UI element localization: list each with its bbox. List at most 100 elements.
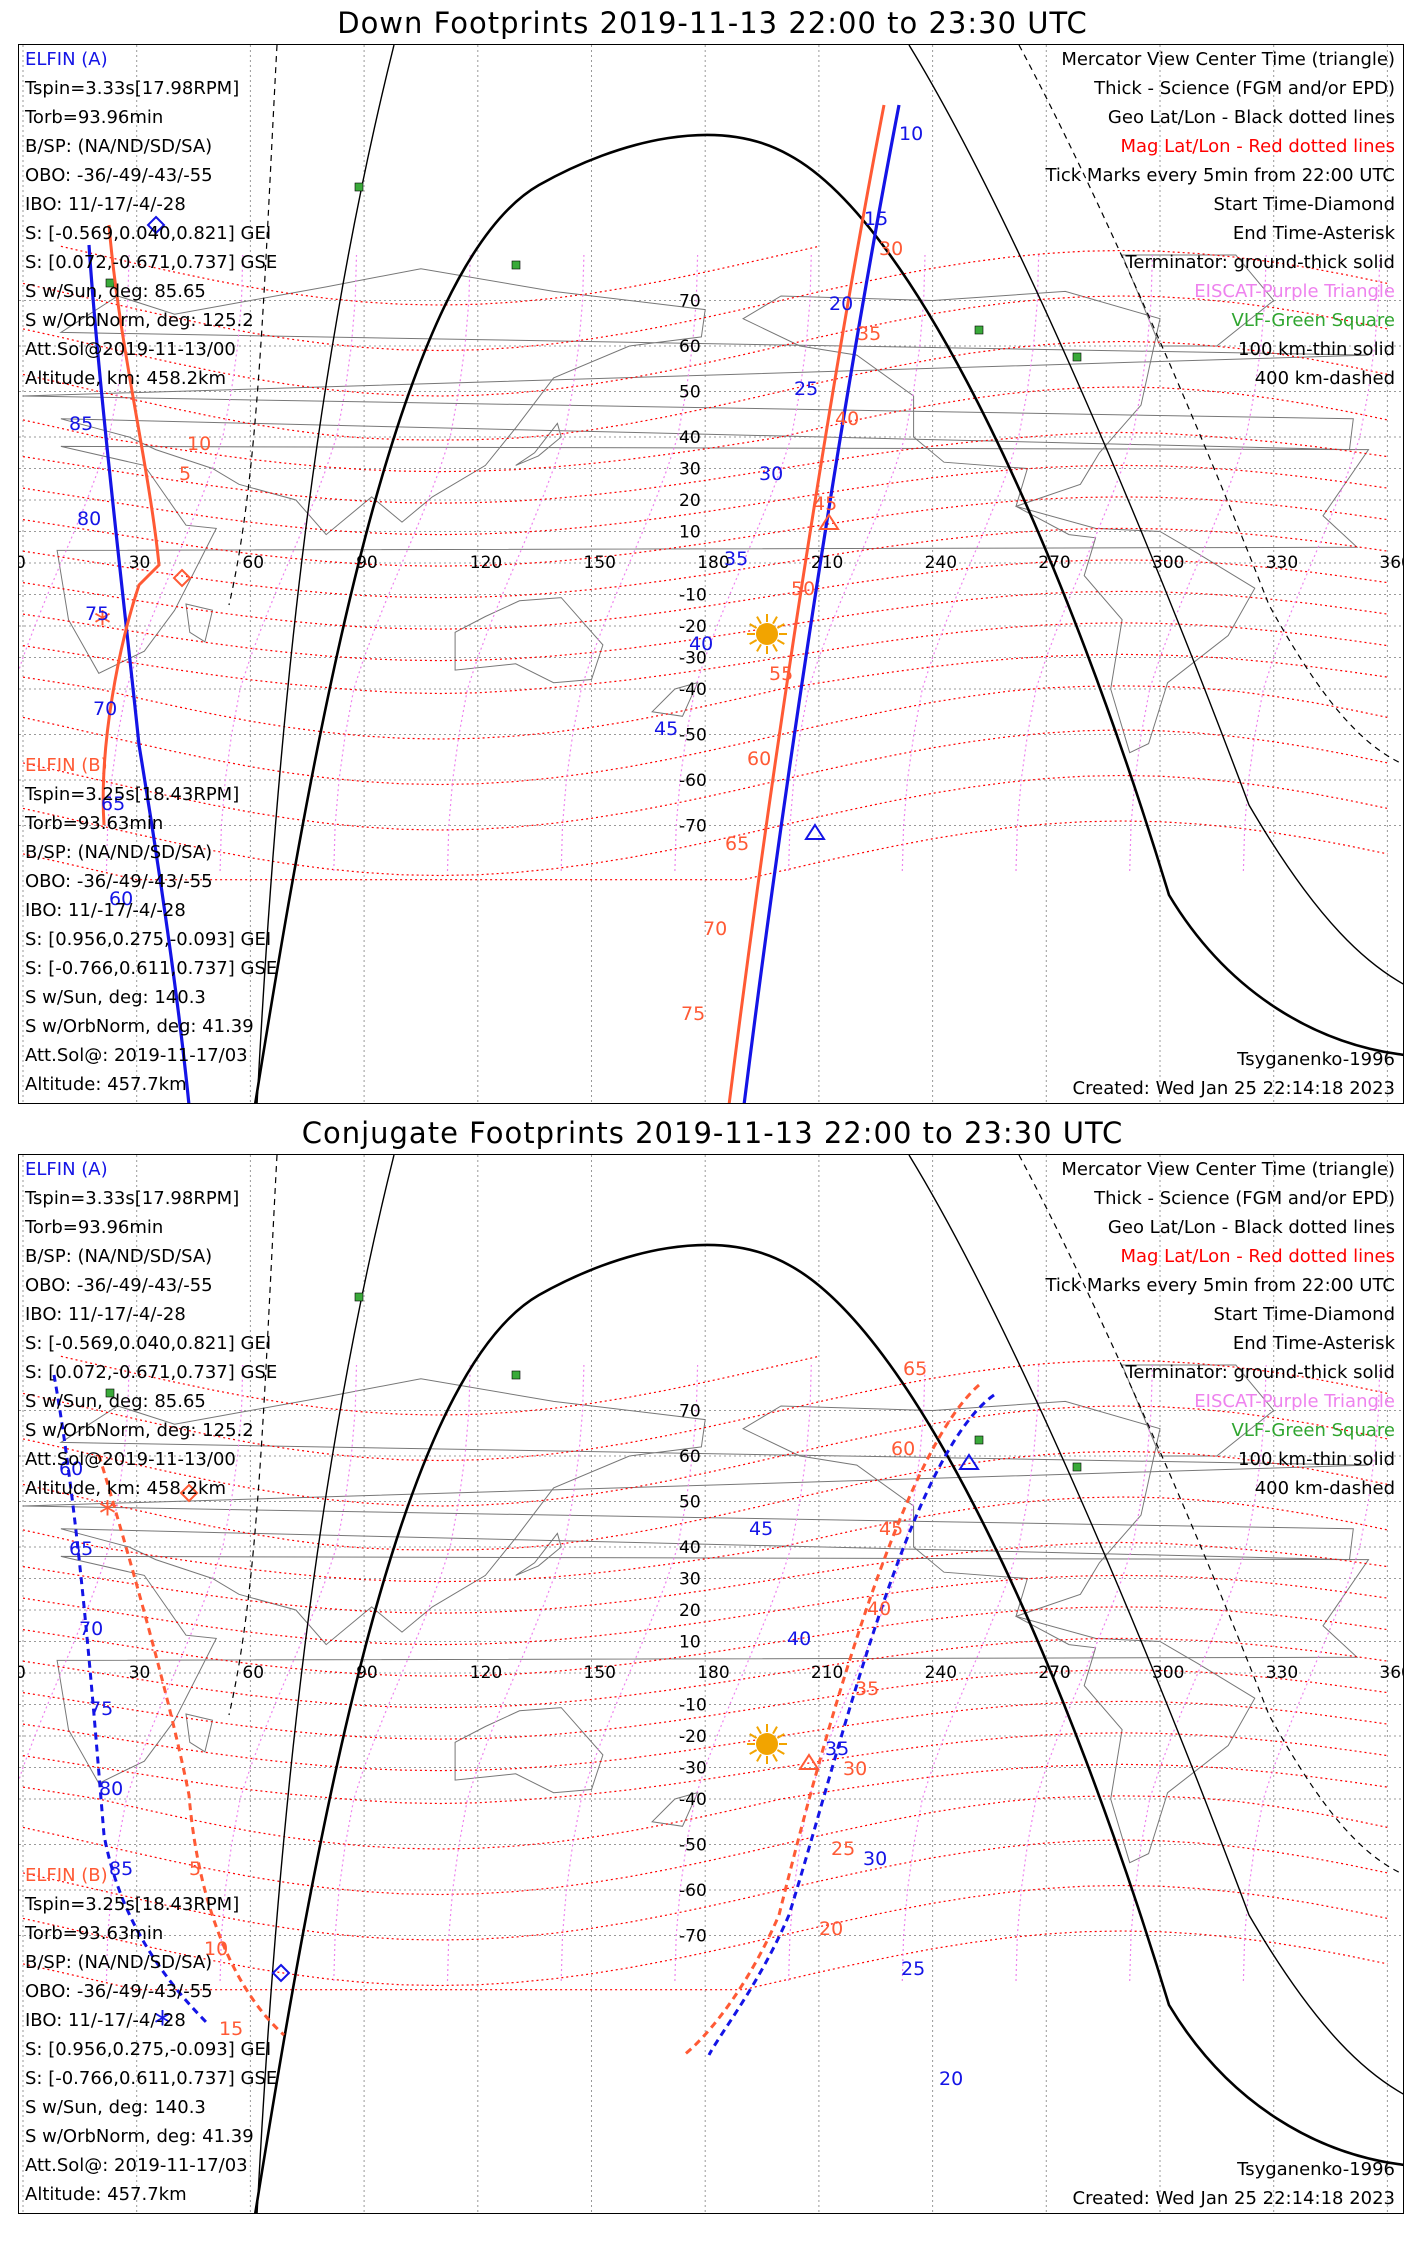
sun-icon (747, 614, 787, 654)
terminator-ground (254, 133, 1403, 1103)
mag-meridian (788, 1364, 926, 1982)
sat-b-line: S: [-0.766,0.611,0.737] GSE (25, 958, 278, 979)
mag-grid (19, 245, 1388, 881)
legend-item: 100 km-thin solid (1238, 1449, 1395, 1470)
sun-disk (756, 623, 778, 645)
mag-parallel (22, 685, 1388, 786)
coastline (454, 597, 604, 684)
track-b-tick-label: 65 (903, 1358, 927, 1380)
coastline (56, 445, 1370, 674)
coastline (22, 1378, 1369, 1646)
legend-item: Tick Marks every 5min from 22:00 UTC (1045, 1275, 1395, 1296)
sat-b-line: Att.Sol@: 2019-11-17/03 (25, 2155, 248, 2176)
track-a-tick-label: 65 (69, 1538, 93, 1560)
track-a-tick-label: 40 (787, 1628, 811, 1650)
sat-a-line: Torb=93.96min (25, 107, 164, 128)
mag-meridian (219, 1364, 358, 1982)
track-a-tick-label: 60 (109, 888, 133, 910)
lat-tick-label: -20 (679, 1727, 707, 1747)
mag-parallel (22, 774, 1388, 877)
vlf-station-square (105, 1388, 115, 1398)
legend-item: 400 km-dashed (1254, 1478, 1395, 1499)
start-time-diamond (179, 1483, 199, 1503)
mag-parallel (22, 590, 1388, 662)
track-b-tick-label: 40 (835, 408, 859, 430)
vlf-station-square (354, 1292, 364, 1302)
sun-ray (772, 643, 778, 652)
sat-b-line: S w/Sun, deg: 140.3 (25, 987, 206, 1008)
track-b-tick-label: 35 (855, 1678, 879, 1700)
track-b-conjugate-west (97, 1454, 285, 2037)
mag-parallel (22, 1700, 1388, 1772)
track-a-tick-label: 35 (825, 1738, 849, 1760)
coastline (1121, 1364, 1275, 1457)
mag-meridian (219, 254, 358, 872)
coastline (454, 1707, 604, 1794)
legend-item: Mercator View Center Time (triangle) (1061, 49, 1395, 70)
track-a-tick-label: 30 (759, 463, 783, 485)
terminator (228, 1155, 1403, 2213)
sat-a-line: Altitude, km: 458.2km (25, 1478, 227, 1499)
track-b-conjugate-pacific (683, 1383, 980, 2057)
sat-a-line: OBO: -36/-49/-43/-55 (25, 1275, 213, 1296)
sat-b-name: ELFIN (B) (25, 1865, 108, 1886)
terminator-thin (256, 45, 395, 1103)
coastline (742, 1400, 1161, 1618)
track-a-tick-label: 80 (99, 1778, 123, 1800)
legend-item: Start Time-Diamond (1213, 194, 1395, 215)
lon-tick-label: 0 (19, 553, 26, 573)
legend-item: 400 km-dashed (1254, 368, 1395, 389)
sat-b-line: Torb=93.63min (25, 813, 164, 834)
legend-item: Geo Lat/Lon - Black dotted lines (1107, 107, 1395, 128)
sun-ray (749, 623, 758, 629)
lat-tick-label: -40 (679, 1790, 707, 1810)
terminator-thin (256, 1155, 395, 2213)
start-time-diamond (146, 215, 166, 235)
sun-icon (747, 1724, 787, 1764)
lon-tick-label: 270 (1038, 553, 1070, 573)
lon-tick-label: 330 (1266, 1663, 1298, 1683)
lon-tick-label: 120 (470, 1663, 502, 1683)
lat-tick-label: 50 (679, 383, 701, 403)
sun-ray (756, 1726, 762, 1735)
sat-a-line: S: [0.072,-0.671,0.737] GSE (25, 1362, 278, 1383)
mag-meridian (1242, 1364, 1381, 1982)
lon-tick-label: 90 (356, 1663, 378, 1683)
sun-ray (772, 616, 778, 625)
mag-parallel (22, 1574, 1388, 1646)
sat-b-line: B/SP: (NA/ND/SD/SA) (25, 842, 213, 863)
lat-tick-label: -10 (679, 586, 707, 606)
end-time-asterisk: * (99, 1494, 116, 1534)
lat-tick-label: 20 (679, 491, 701, 511)
start-time-diamond (271, 1963, 291, 1983)
mag-meridian (1242, 254, 1381, 872)
lon-tick-label: 240 (925, 1663, 957, 1683)
lat-tick-label: -60 (679, 771, 707, 791)
terminator-400km-dashed (228, 45, 278, 606)
sat-a-line: S w/Sun, deg: 85.65 (25, 281, 206, 302)
track-b-tick-label: 20 (819, 1918, 843, 1940)
track-a-tick-label: 25 (901, 1958, 925, 1980)
legend-item: Terminator: ground-thick solid (1125, 252, 1395, 273)
footer-right: Tsyganenko-1996 Created: Wed Jan 25 22:1… (1073, 1045, 1395, 1103)
sat-a-name: ELFIN (A) (25, 1159, 108, 1180)
sun-ray (772, 1753, 778, 1762)
lon-tick-label: 30 (129, 1663, 151, 1683)
mag-parallel (22, 496, 1388, 567)
conjugate-footprints-panel: Conjugate Footprints 2019-11-13 22:00 to… (0, 1110, 1425, 2235)
track-a-tick-label: 75 (89, 1698, 113, 1720)
coastline (742, 290, 1161, 508)
mag-meridian (333, 1364, 471, 1982)
track-b-tick-label: 40 (867, 1598, 891, 1620)
mag-parallel (22, 1541, 1388, 1614)
mag-meridian (1129, 1364, 1267, 1982)
sun-ray (776, 639, 785, 645)
lon-tick-label: 210 (811, 553, 843, 573)
mag-meridian (901, 254, 1040, 872)
legend-item: Mag Lat/Lon - Red dotted lines (1120, 1246, 1395, 1267)
legend-item: End Time-Asterisk (1232, 223, 1395, 244)
sat-a-line: Altitude, km: 458.2km (25, 368, 227, 389)
sat-b-line: S: [0.956,0.275,-0.093] GEI (25, 929, 272, 950)
track-a-tick-label: 30 (863, 1848, 887, 1870)
sun-ray (749, 1733, 758, 1739)
